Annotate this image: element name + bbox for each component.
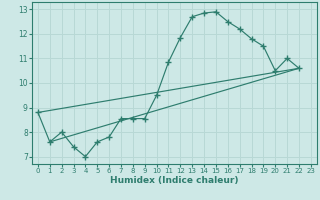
X-axis label: Humidex (Indice chaleur): Humidex (Indice chaleur) bbox=[110, 176, 239, 185]
